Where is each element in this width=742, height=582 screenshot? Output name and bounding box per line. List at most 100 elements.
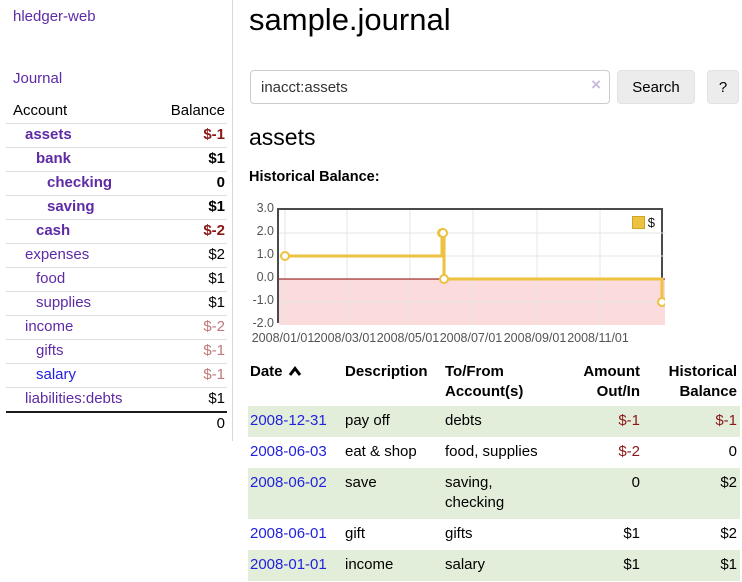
account-row: cash $-2 (6, 219, 227, 244)
search-box: × (250, 70, 610, 104)
account-link[interactable]: cash (36, 222, 71, 239)
transaction-balance: 0 (728, 443, 737, 460)
y-axis-label: 0.0 (256, 270, 274, 284)
y-axis-label: 2.0 (256, 224, 274, 238)
search-row: × Search ? (250, 70, 739, 104)
transaction-accounts: salary (445, 556, 486, 573)
account-link[interactable]: food (36, 270, 66, 287)
accounts-table: Account Balance assets $-1 bank $1 checking 0… (6, 99, 227, 436)
account-balance: $2 (208, 246, 225, 263)
register-header-tofrom: To/From Account(s) (445, 363, 524, 400)
transaction-date-link[interactable]: 2008-12-31 (250, 412, 327, 429)
chart-canvas (279, 210, 665, 325)
transaction-accounts: gifts (445, 525, 473, 542)
register-header-description: Description (345, 363, 428, 380)
y-axis-label: -1.0 (252, 293, 274, 307)
help-button[interactable]: ? (707, 70, 739, 104)
x-axis-label: 2008/03/01 (313, 331, 377, 345)
register-header-row: Date Description To/From Account(s) Amount Ou… (248, 358, 740, 406)
x-axis-label: 2008/07/01 (439, 331, 503, 345)
accounts-total-value: 0 (149, 411, 227, 436)
account-link[interactable]: checking (47, 174, 113, 191)
account-row: bank $1 (6, 147, 227, 172)
account-row: saving $1 (6, 195, 227, 220)
chart-legend: $ (631, 215, 655, 230)
x-axis-label: 2008/01/01 (251, 331, 315, 345)
x-axis-label: 2008/11/01 (567, 331, 629, 345)
account-link[interactable]: income (25, 318, 74, 335)
account-link[interactable]: saving (47, 198, 95, 215)
account-link[interactable]: expenses (25, 246, 90, 263)
transaction-row: 2008-01-01 income salary $1 $1 (248, 550, 740, 581)
transaction-accounts: debts (445, 412, 482, 429)
register-header-amount: Amount Out/In (583, 363, 640, 400)
transaction-row: 2008-06-01 gift gifts $1 $2 (248, 519, 740, 550)
account-balance: $1 (208, 390, 225, 407)
transaction-accounts: food, supplies (445, 443, 538, 460)
legend-swatch-icon (631, 216, 645, 229)
transaction-date-link[interactable]: 2008-06-03 (250, 443, 327, 460)
app-title-link[interactable]: hledger-web (13, 8, 96, 25)
account-balance: $1 (208, 198, 225, 215)
accounts-header-row: Account Balance (6, 99, 227, 124)
x-axis-label: 2008/05/01 (376, 331, 440, 345)
transaction-row: 2008-06-03 eat & shop food, supplies $-2 0 (248, 437, 740, 468)
account-link[interactable]: liabilities:debts (25, 390, 123, 407)
search-input[interactable] (250, 70, 610, 104)
x-axis-label: 2008/09/01 (503, 331, 567, 345)
register-header-date[interactable]: Date (248, 358, 343, 406)
account-balance: $-2 (203, 318, 225, 335)
account-balance: $1 (208, 270, 225, 287)
transaction-balance: $1 (720, 556, 737, 573)
transaction-description: save (345, 474, 377, 491)
page-title: sample.journal (249, 2, 451, 37)
transaction-row: 2008-12-31 pay off debts $-1 $-1 (248, 406, 740, 437)
account-balance: 0 (216, 174, 225, 191)
account-row: income $-2 (6, 315, 227, 340)
register-header-historical: Historical Balance (668, 363, 737, 400)
account-row: assets $-1 (6, 123, 227, 148)
transaction-date-link[interactable]: 2008-06-02 (250, 474, 327, 491)
transaction-accounts: saving, checking (445, 474, 505, 511)
account-row: gifts $-1 (6, 339, 227, 364)
transaction-balance: $2 (720, 525, 737, 542)
y-axis-label: 1.0 (256, 247, 274, 261)
transaction-amount: $1 (623, 525, 640, 542)
clear-search-icon[interactable]: × (591, 75, 601, 94)
transaction-amount: $-1 (618, 412, 640, 429)
y-axis-label: 3.0 (256, 201, 274, 215)
sidebar: hledger-web Journal Account Balance asse… (0, 0, 233, 441)
account-heading: assets (249, 124, 316, 150)
transaction-balance: $2 (720, 474, 737, 491)
account-link[interactable]: bank (36, 150, 72, 167)
transaction-amount: $1 (623, 556, 640, 573)
transaction-balance: $-1 (715, 412, 737, 429)
account-row: supplies $1 (6, 291, 227, 316)
account-row: expenses $2 (6, 243, 227, 268)
search-button[interactable]: Search (617, 70, 695, 104)
account-balance: $-1 (203, 126, 225, 143)
transaction-amount: $-2 (618, 443, 640, 460)
register-table: Date Description To/From Account(s) Amount Ou… (248, 358, 740, 581)
account-balance: $-2 (203, 222, 225, 239)
transaction-amount: 0 (631, 474, 640, 491)
accounts-header-account: Account (13, 102, 68, 119)
account-balance: $-1 (203, 366, 225, 383)
account-link[interactable]: gifts (36, 342, 64, 359)
sidebar-item-journal[interactable]: Journal (13, 70, 63, 87)
legend-label: $ (647, 215, 655, 230)
accounts-header-balance: Balance (170, 102, 225, 119)
chart-plot-area: $ (277, 208, 665, 325)
account-link[interactable]: supplies (36, 294, 92, 311)
chart-title: Historical Balance: (249, 169, 380, 185)
account-link[interactable]: assets (25, 126, 72, 143)
account-balance: $1 (208, 150, 225, 167)
account-row: food $1 (6, 267, 227, 292)
transaction-date-link[interactable]: 2008-01-01 (250, 556, 327, 573)
account-row: liabilities:debts $1 (6, 387, 227, 412)
transaction-date-link[interactable]: 2008-06-01 (250, 525, 327, 542)
account-link[interactable]: salary (36, 366, 77, 383)
y-axis-label: -2.0 (252, 316, 274, 330)
transaction-description: gift (345, 525, 366, 542)
